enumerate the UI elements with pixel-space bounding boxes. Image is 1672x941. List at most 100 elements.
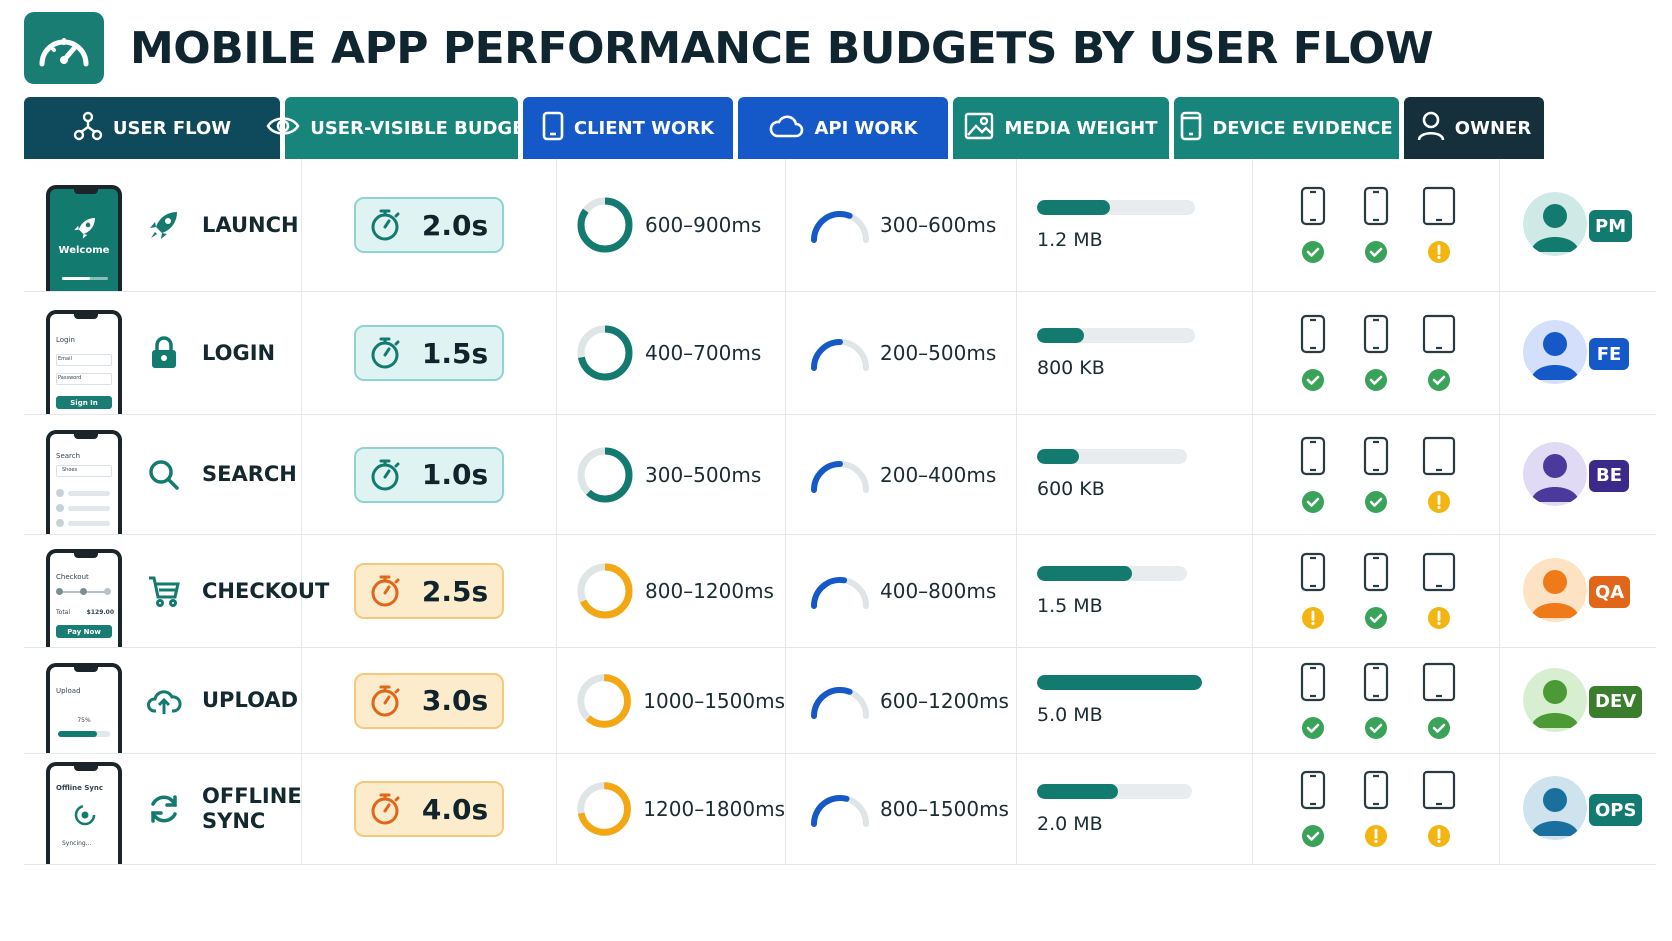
client-range: 300–500ms [645, 462, 762, 487]
client-work-cell: 400–700ms [557, 292, 786, 414]
device-evidence-item [1421, 662, 1457, 740]
budget-badge: 2.5s [354, 563, 504, 619]
phone-screen-login: Login Email Password Sign In [46, 310, 122, 414]
column-header-label: USER-VISIBLE BUDGET [310, 117, 537, 139]
owner-role-badge: DEV [1589, 685, 1643, 718]
column-header-user-flow[interactable]: USER FLOW [24, 97, 280, 159]
flow-diagram-icon [73, 111, 113, 146]
column-header-label: API WORK [814, 117, 918, 139]
device-evidence-cell [1253, 648, 1500, 753]
client-work-cell: 1200–1800ms [557, 754, 786, 864]
screen-text: Welcome [58, 245, 110, 256]
table-row[interactable]: Welcome LAUNCH 2.0s 600–900ms 300–600ms [24, 159, 1656, 292]
warning-icon [1365, 825, 1387, 847]
media-weight-fill [1037, 565, 1132, 581]
user-visible-budget-cell: 4.0s [302, 754, 557, 864]
owner-role-badge: QA [1589, 576, 1631, 608]
stopwatch-icon [370, 684, 422, 718]
media-weight-fill [1037, 327, 1085, 343]
avatar [1523, 441, 1587, 506]
column-header-api-work[interactable]: API WORK [738, 97, 948, 159]
user-visible-budget-cell: 3.0s [302, 648, 557, 753]
media-weight-bar [1037, 565, 1187, 581]
api-work-cell: 200–400ms [786, 415, 1017, 534]
media-weight-value: 1.5 MB [1037, 594, 1103, 617]
media-weight-cell: 1.5 MB [1017, 535, 1253, 647]
device-evidence-cell [1253, 159, 1500, 291]
cloud-icon [768, 113, 814, 144]
device-evidence-item [1358, 314, 1394, 392]
table-header: USER FLOW USER-VISIBLE BUDGET CLIENT WORK A… [24, 97, 1656, 159]
warning-icon [1302, 607, 1324, 629]
budget-badge: 3.0s [354, 672, 504, 729]
avatar [1523, 776, 1587, 840]
flow-label: SEARCH [202, 462, 297, 486]
phone-icon [1363, 436, 1389, 480]
warning-icon [1428, 825, 1450, 847]
rocket-icon [144, 208, 184, 242]
budget-value: 3.0s [421, 684, 489, 717]
owner-cell: BE [1500, 415, 1656, 534]
api-gauge-chart [810, 686, 869, 719]
check-icon [1428, 716, 1450, 739]
api-range: 200–500ms [880, 341, 997, 365]
user-visible-budget-cell: 1.0s [302, 415, 557, 534]
phone-icon [1363, 552, 1389, 596]
stopwatch-icon [370, 792, 422, 826]
table-row[interactable]: Upload 75% UPLOAD 3.0s 1000–1500ms 600–1… [24, 648, 1656, 754]
owner-role-badge: PM [1589, 210, 1633, 242]
owner-cell: FE [1500, 292, 1656, 414]
table-row[interactable]: Login Email Password Sign In LOGIN 1.5s … [24, 292, 1656, 415]
device-evidence-item [1295, 436, 1331, 514]
client-ring-chart [577, 197, 633, 253]
device-evidence-item [1421, 436, 1457, 514]
media-weight-bar [1037, 449, 1187, 464]
column-header-user-visible-budget[interactable]: USER-VISIBLE BUDGET [266, 97, 537, 159]
stopwatch-icon [370, 574, 422, 608]
client-ring-chart [577, 325, 633, 381]
column-header-media-weight[interactable]: MEDIA WEIGHT [953, 97, 1169, 159]
phone-icon [1300, 770, 1326, 814]
budget-value: 2.0s [421, 208, 489, 242]
table-row[interactable]: Search Shoes SEARCH 1.0s 300–500ms 200–4… [24, 415, 1656, 535]
sync-icon [144, 792, 184, 826]
media-weight-bar [1037, 783, 1192, 799]
media-weight-value: 5.0 MB [1037, 704, 1103, 726]
table-row[interactable]: Checkout Total $129.00 Pay Now CHECKOUT … [24, 535, 1656, 648]
media-weight-cell: 600 KB [1017, 415, 1253, 534]
eye-icon [266, 113, 310, 144]
avatar [1523, 192, 1587, 256]
user-visible-budget-cell: 1.5s [302, 292, 557, 414]
check-icon [1365, 241, 1387, 263]
check-icon [1302, 825, 1324, 847]
client-range: 1200–1800ms [643, 797, 785, 821]
table-body: Welcome LAUNCH 2.0s 600–900ms 300–600ms [24, 159, 1656, 865]
budget-value: 4.0s [421, 792, 489, 826]
client-work-cell: 800–1200ms [557, 535, 786, 647]
budget-badge: 2.0s [354, 197, 504, 253]
user-icon [1417, 111, 1455, 146]
media-weight-value: 2.0 MB [1037, 812, 1103, 835]
user-flow-cell: Checkout Total $129.00 Pay Now CHECKOUT [24, 535, 329, 647]
media-weight-bar [1037, 199, 1195, 215]
stopwatch-icon [370, 336, 422, 370]
warning-icon [1428, 607, 1450, 629]
user-visible-budget-cell: 2.0s [302, 159, 557, 291]
device-evidence-item [1421, 770, 1457, 848]
api-work-cell: 300–600ms [786, 159, 1017, 291]
phone-icon [1363, 770, 1389, 814]
device-icon [1180, 111, 1212, 146]
api-range: 400–800ms [880, 579, 997, 603]
column-header-label: USER FLOW [112, 117, 232, 139]
column-header-owner[interactable]: OWNER [1404, 97, 1544, 159]
device-evidence-item [1358, 770, 1394, 848]
column-header-device-evidence[interactable]: DEVICE EVIDENCE [1174, 97, 1399, 159]
device-evidence-item [1358, 436, 1394, 514]
column-header-label: MEDIA WEIGHT [1004, 117, 1158, 139]
table-row[interactable]: Offline Sync Syncing... OFFLINE SYNC 4.0… [24, 754, 1656, 865]
check-icon [1365, 369, 1387, 391]
phone-screen-upload: Upload 75% [46, 663, 122, 753]
column-header-client-work[interactable]: CLIENT WORK [523, 97, 733, 159]
phone-screen-sync: Offline Sync Syncing... [46, 762, 122, 864]
cart-icon [144, 575, 184, 607]
